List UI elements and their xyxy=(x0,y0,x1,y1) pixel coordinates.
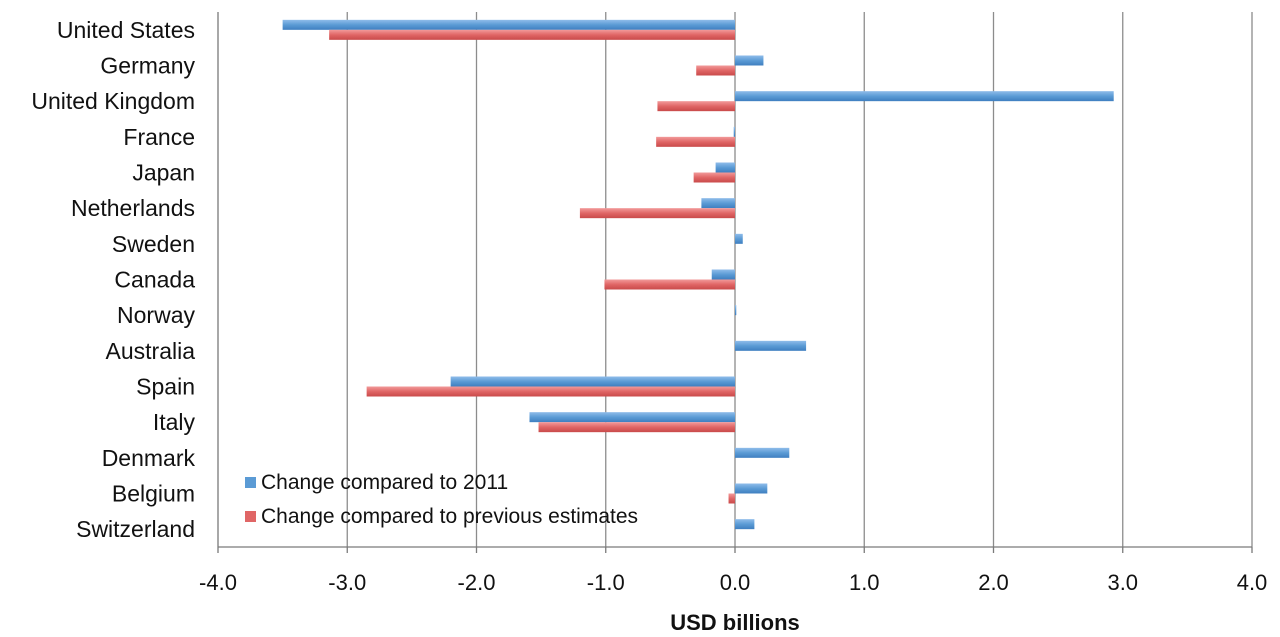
bar-japan-series-1 xyxy=(715,162,735,173)
category-label-italy: Italy xyxy=(153,409,196,435)
bar-italy-series-1 xyxy=(529,412,735,423)
bar-belgium-series-2 xyxy=(728,493,735,504)
bars xyxy=(282,19,1114,530)
bar-united-kingdom-series-2 xyxy=(657,101,735,112)
bar-france-series-2 xyxy=(656,136,735,147)
category-label-australia: Australia xyxy=(106,338,196,364)
category-label-united-states: United States xyxy=(57,17,195,43)
category-label-norway: Norway xyxy=(117,302,195,328)
bar-australia-series-1 xyxy=(735,340,807,351)
x-tick-label: -1.0 xyxy=(587,570,625,595)
x-tick-label: 0.0 xyxy=(720,570,751,595)
bar-netherlands-series-2 xyxy=(579,208,735,219)
x-tick-label: -3.0 xyxy=(328,570,366,595)
bar-netherlands-series-1 xyxy=(701,198,735,209)
x-tick-label: -2.0 xyxy=(458,570,496,595)
x-axis: -4.0 -3.0 -2.0 -1.0 0.0 1.0 2.0 3.0 4.0 xyxy=(199,546,1268,595)
bar-spain-series-1 xyxy=(450,376,735,387)
legend-label-change-previous: Change compared to previous estimates xyxy=(261,505,638,528)
category-label-spain: Spain xyxy=(136,374,195,400)
bar-denmark-series-1 xyxy=(735,447,790,458)
bar-united-kingdom-series-1 xyxy=(735,91,1114,102)
bar-sweden-series-1 xyxy=(735,233,743,244)
legend-swatch-change-2011 xyxy=(245,477,256,488)
x-tick-label: 4.0 xyxy=(1237,570,1268,595)
x-tick-label: 3.0 xyxy=(1107,570,1138,595)
bar-japan-series-2 xyxy=(693,172,735,183)
x-tick-label: -4.0 xyxy=(199,570,237,595)
bar-norway-series-1 xyxy=(735,305,737,316)
bar-germany-series-2 xyxy=(696,65,735,76)
bar-united-states-series-1 xyxy=(282,19,735,30)
x-tick-label: 2.0 xyxy=(978,570,1009,595)
x-axis-title: USD billions xyxy=(670,610,800,635)
category-labels: United States Germany United Kingdom France… xyxy=(31,17,195,542)
category-label-japan: Japan xyxy=(132,160,195,186)
legend: Change compared to 2011 Change compared … xyxy=(245,471,638,528)
category-label-germany: Germany xyxy=(100,53,195,79)
bar-spain-series-2 xyxy=(366,386,735,397)
category-label-france: France xyxy=(123,124,195,150)
bar-germany-series-1 xyxy=(735,55,764,66)
bar-france-series-1 xyxy=(733,126,735,137)
legend-label-change-2011: Change compared to 2011 xyxy=(261,471,508,494)
bar-italy-series-2 xyxy=(538,422,735,433)
bar-belgium-series-1 xyxy=(735,483,768,494)
legend-swatch-change-previous xyxy=(245,511,256,522)
category-label-switzerland: Switzerland xyxy=(76,516,195,542)
category-label-denmark: Denmark xyxy=(102,445,196,471)
category-label-canada: Canada xyxy=(114,267,195,293)
category-label-netherlands: Netherlands xyxy=(71,195,195,221)
x-tick-label: 1.0 xyxy=(849,570,880,595)
bar-switzerland-series-1 xyxy=(735,519,755,530)
category-label-united-kingdom: United Kingdom xyxy=(31,88,195,114)
bar-canada-series-2 xyxy=(604,279,735,290)
category-label-sweden: Sweden xyxy=(112,231,195,257)
bar-canada-series-1 xyxy=(711,269,735,280)
category-label-belgium: Belgium xyxy=(112,481,195,507)
bar-united-states-series-2 xyxy=(329,29,735,40)
